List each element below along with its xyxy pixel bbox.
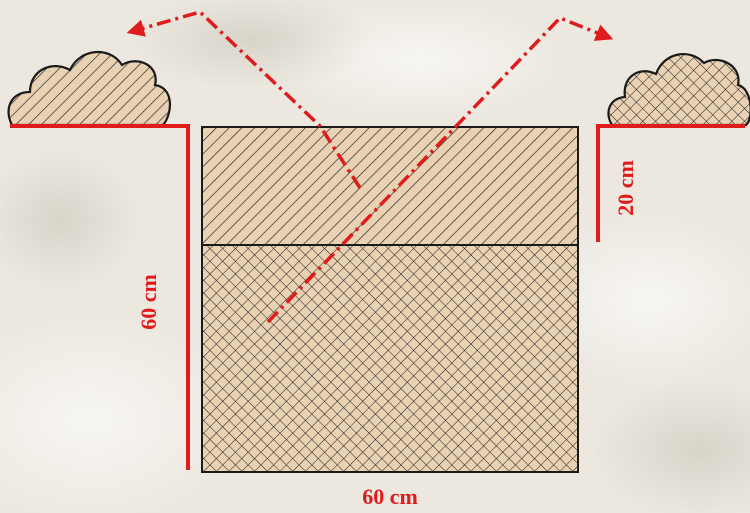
pit-depth-label: 60 cm bbox=[136, 274, 161, 330]
topsoil-layer bbox=[201, 126, 579, 246]
topsoil-removal-arrow bbox=[126, 10, 362, 189]
subsoil-pile-icon bbox=[607, 53, 750, 127]
topsoil-pile-icon bbox=[7, 50, 171, 127]
subsoil-layer bbox=[201, 244, 579, 473]
pit-width-label: 60 cm bbox=[362, 484, 418, 509]
subsoil-removal-arrow bbox=[266, 15, 614, 324]
left-ground-line bbox=[10, 124, 190, 470]
topsoil-depth-label: 20 cm bbox=[613, 160, 638, 216]
right-ground-line bbox=[596, 124, 745, 242]
